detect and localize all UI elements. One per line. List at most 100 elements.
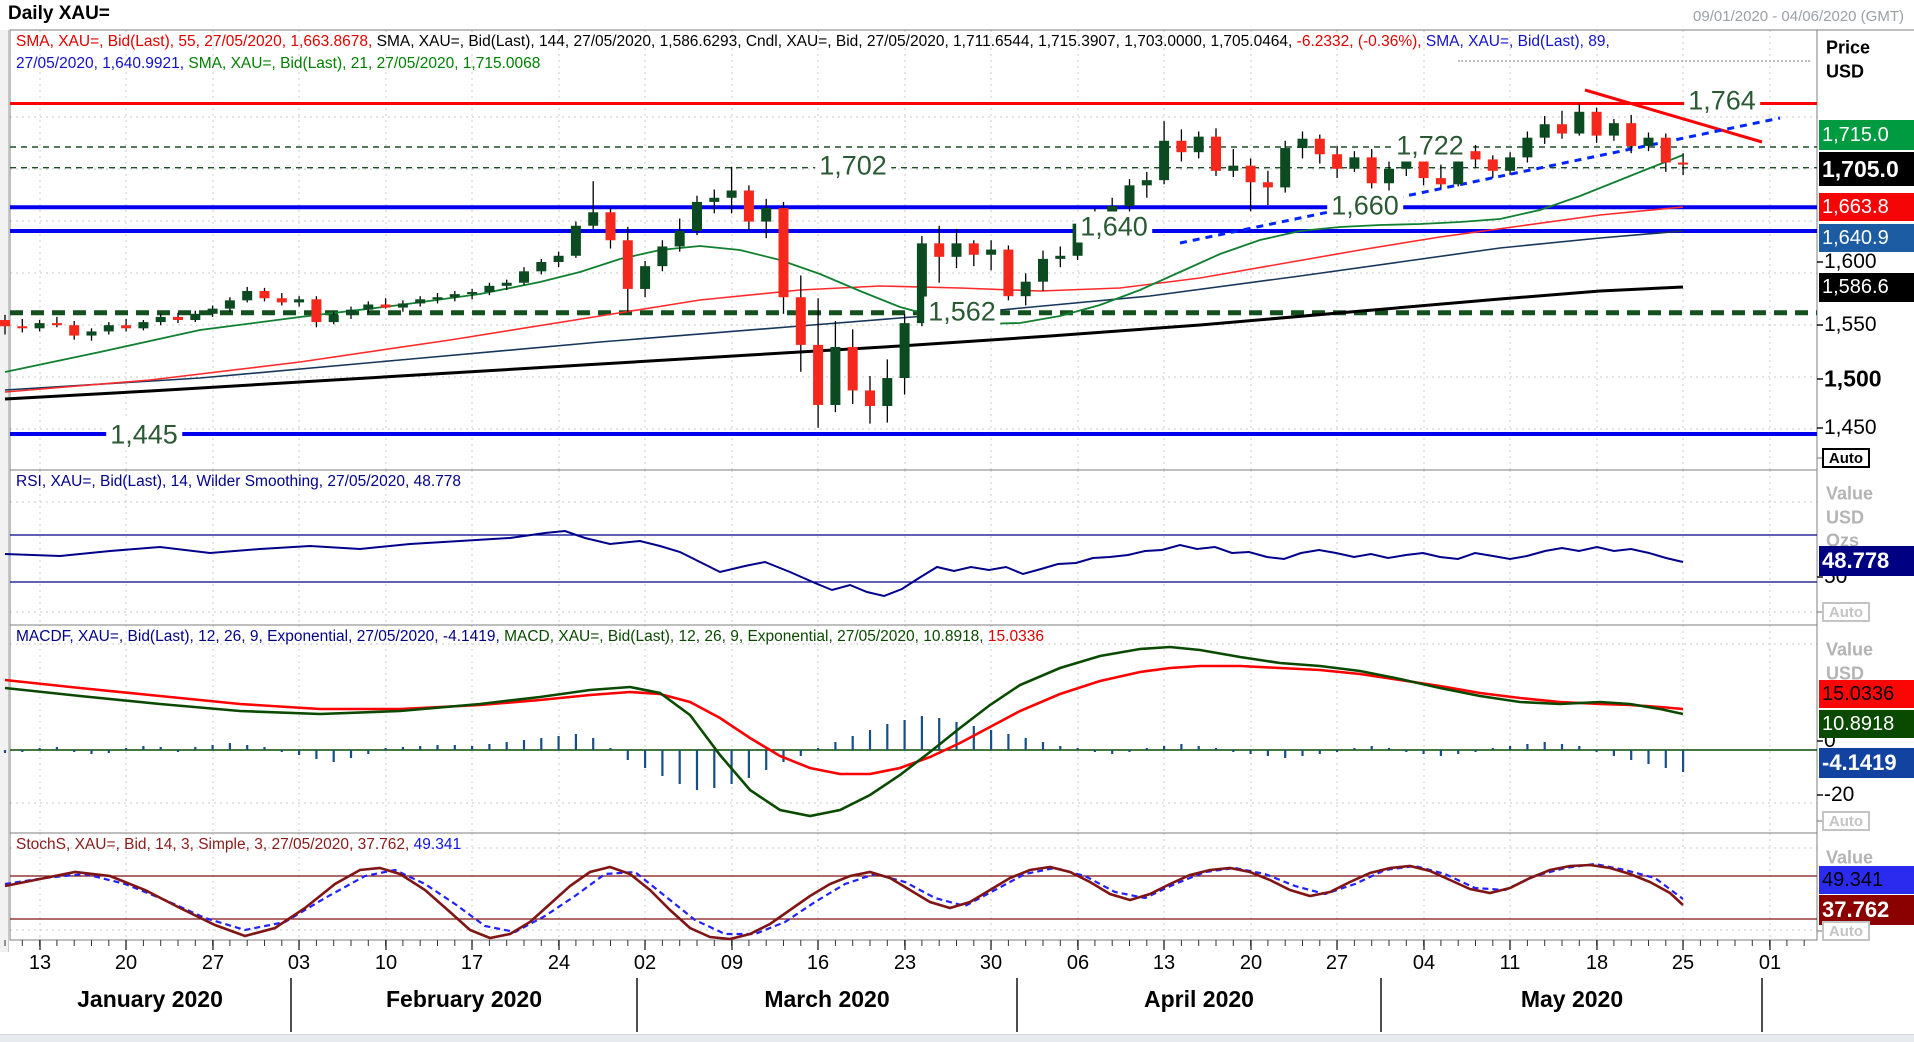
candle-down [121,325,132,329]
candle-up [726,190,737,198]
candle-up [484,285,495,293]
candle-up [553,255,564,263]
candle-down [1366,157,1377,184]
candle-up [328,314,339,323]
candle-up [103,325,114,332]
bottom-strip [0,1034,1914,1042]
left-gutter [0,30,9,952]
candle-down [1262,182,1273,188]
candle-down [1487,159,1498,171]
candle-down [173,316,183,321]
sma55-line [4,206,1684,393]
candle-down [1470,151,1481,160]
candle-up [294,299,305,303]
candle-down [1591,111,1602,136]
candle-up [363,304,374,310]
stoch-k-line [4,863,1684,941]
candle-down [1678,162,1689,165]
candle-down [1176,140,1187,153]
candle-up [501,282,512,286]
trendline-resistance [1584,88,1763,144]
candle-down [795,297,806,345]
candle-down [968,243,979,255]
candle-down [276,298,287,303]
candle-up [1159,140,1170,181]
candle-up [397,303,408,308]
rsi-line [4,529,1684,598]
candle-down [1003,249,1014,297]
candle-up [1453,151,1464,185]
candle-down [1626,123,1637,146]
candle-up [1574,111,1585,134]
candle-up [242,291,253,301]
candle-down [847,346,858,391]
candle-down [743,190,754,222]
candle-up [207,308,218,314]
sma21-line [4,154,1684,373]
candle-up [1539,124,1550,138]
candle-up [657,246,668,267]
candle-up [1522,137,1533,158]
candle-up [449,294,460,298]
candle-up [588,212,599,226]
candle-down [934,243,945,257]
candle-up [709,197,720,202]
candle-up [1038,258,1048,282]
candle-down [605,212,616,241]
candle-up [1193,136,1204,153]
candle-up [1297,138,1308,149]
candle-up [519,271,529,283]
candle-down [1557,124,1567,134]
candle-up [155,316,166,323]
candle-up [415,299,426,304]
macd-panel-frame [9,624,1818,834]
trendline-support [1179,116,1781,245]
candle-up [432,297,443,300]
candle-up [224,300,235,309]
main-panel-frame [9,29,1818,471]
candle-up [346,309,356,315]
candle-up [761,208,772,222]
candle-down [778,208,789,298]
candle-up [899,323,910,379]
candle-up [1505,157,1516,171]
candle-up [1280,148,1291,188]
candle-down [1660,137,1671,163]
candle-up [1072,223,1083,256]
sma89-line [4,230,1684,391]
candle-down [69,325,80,336]
candle-down [380,304,391,308]
candle-up [951,243,962,257]
candle-up [86,331,97,336]
candle-down [1418,159,1429,179]
candle-up [674,230,685,247]
candle-up [830,346,841,405]
candle-down [1211,136,1221,171]
candle-up [467,292,478,295]
candle-up [1055,255,1066,259]
candle-up [640,266,651,289]
candle-down [1435,178,1446,185]
candle-up [138,322,149,329]
macd-line [4,645,1684,818]
macd-signal-line [4,664,1684,776]
stoch-panel-frame [9,832,1818,941]
candle-up [190,313,201,321]
candle-down [622,240,633,289]
sma144-line [4,285,1684,401]
candle-down [1314,138,1325,155]
candle-up [536,262,547,272]
candle-up [986,249,997,255]
candle-down [51,323,62,326]
candle-up [1020,281,1031,297]
date-range-label: 09/01/2020 - 04/06/2020 (GMT) [1693,8,1904,25]
candle-down [1245,165,1256,183]
candle-up [1089,221,1100,224]
candle-up [692,201,702,231]
page-title: Daily XAU= [8,3,110,24]
candle-up [1643,137,1654,146]
candle-down [311,299,322,323]
candle-up [1124,185,1135,207]
